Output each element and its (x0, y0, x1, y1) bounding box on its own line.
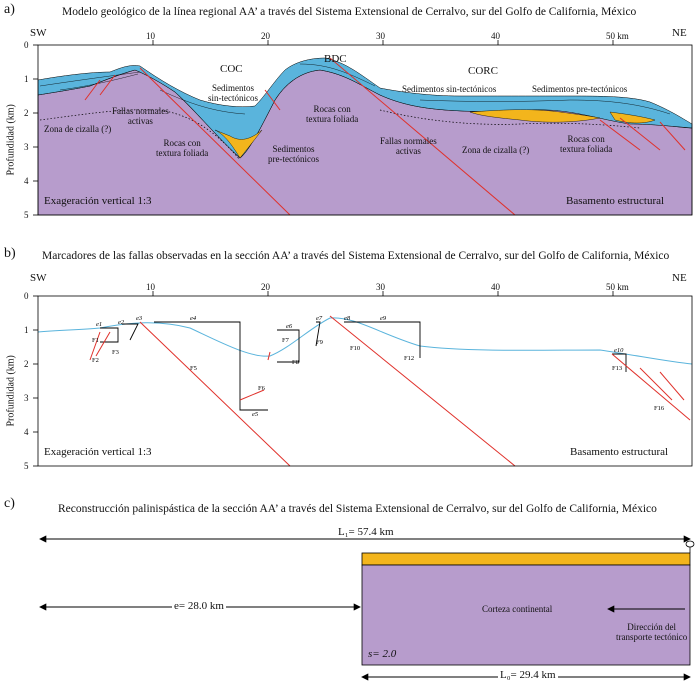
panel-b-ne: NE (672, 272, 687, 284)
panel-b-xtick-40: 40 (491, 282, 500, 292)
panel-b-xtick-20: 20 (261, 282, 270, 292)
panel-a-section (33, 40, 693, 216)
sediment-yellow-a3 (609, 111, 656, 124)
fault-F6: F6 (258, 385, 266, 392)
label-zona-a: Zona de cizalla (?) (44, 124, 112, 134)
marker-e8: e8 (344, 315, 351, 322)
sediment-yellow-a1 (214, 129, 263, 159)
panel-b-section: e1 e2 e3 e4 e5 e6 e7 e8 e9 e10 F1 F2 F3 … (33, 291, 693, 467)
marker-e10: e10 (614, 347, 624, 354)
label-coc: COC (220, 63, 243, 75)
label-exag-a: Exageración vertical 1:3 (44, 195, 152, 207)
fault-F3: F3 (112, 349, 119, 356)
label-zona-right: Zona de cizalla (?) (462, 145, 530, 155)
panel-a-letter: a) (4, 2, 15, 17)
label-sed-sin-a: Sedimentos sin-tectónicos (208, 83, 258, 103)
label-rocas-a2: Rocas con textura foliada (306, 104, 359, 124)
label-exag-b: Exageración vertical 1:3 (44, 446, 152, 458)
panel-c-letter: c) (4, 496, 15, 511)
panel-b-ytick-2: 2 (24, 359, 29, 369)
fault-F7: F7 (282, 337, 290, 344)
panel-a-ytick-3: 3 (24, 142, 29, 152)
panel-a-ytick-1: 1 (24, 74, 29, 84)
label-corteza: Corteza continental (482, 604, 553, 614)
panel-a-ytick-5: 5 (24, 210, 29, 220)
panel-b-ytick-5: 5 (24, 461, 29, 471)
label-fallas-a: Fallas normales activas (112, 106, 169, 126)
label-l0: L₀= 29.4 km (498, 669, 558, 681)
panel-a-xtick-20: 20 (261, 31, 270, 41)
marker-e9: e9 (380, 315, 387, 322)
label-bdc: BDC (324, 53, 347, 65)
label-s: s= 2.0 (368, 648, 397, 660)
panel-a-xtick-10: 10 (146, 31, 155, 41)
fault-F1: F1 (92, 337, 99, 344)
marker-e5: e5 (252, 411, 259, 418)
panel-a-ytick-2: 2 (24, 108, 29, 118)
pre-tectonic-layer (361, 552, 691, 566)
panel-b-ylabel: Profundidad (km) (5, 355, 17, 427)
panel-b-ytick-1: 1 (24, 325, 29, 335)
marker-e3: e3 (136, 315, 143, 322)
panel-a-xtick-50: 50 km (606, 31, 629, 41)
panel-a-xtick-40: 40 (491, 31, 500, 41)
fault-F2: F2 (92, 357, 99, 364)
fault-F13: F13 (612, 365, 622, 372)
panel-a-ytick-4: 4 (24, 176, 29, 186)
label-sed-pre-a: Sedimentos pre-tectónicos (268, 144, 319, 164)
panel-b-xtick-30: 30 (376, 282, 385, 292)
marker-e7: e7 (316, 315, 323, 322)
sediment-yellow-a2 (469, 109, 601, 123)
label-l1: L₁= 57.4 km (336, 526, 396, 538)
fault-F8: F8 (292, 359, 299, 366)
panel-a-ne: NE (672, 27, 687, 39)
panel-c-title: Reconstrucción palinispástica de la secc… (58, 503, 657, 515)
fault-F9: F9 (316, 339, 323, 346)
panel-b-ytick-0: 0 (24, 291, 29, 301)
panel-b-xtick-50: 50 km (606, 282, 629, 292)
label-sed-sin-right: Sedimentos sin-tectónicos (402, 84, 497, 94)
panel-c-diagram (39, 535, 695, 681)
marker-e6: e6 (286, 323, 293, 330)
fault-F16: F16 (654, 405, 665, 412)
panel-a-ylabel: Profundidad (km) (5, 104, 17, 176)
label-rocas-a1: Rocas con textura foliada (156, 138, 209, 158)
label-corc: CORC (468, 65, 498, 77)
panel-a-sw: SW (30, 27, 47, 39)
fault-F10: F10 (350, 345, 360, 352)
label-e: e= 28.0 km (172, 600, 226, 612)
fault-F5: F5 (190, 365, 197, 372)
label-sed-pre-right: Sedimentos pre-tectónicos (532, 84, 628, 94)
label-basamento-a: Basamento estructural (566, 195, 665, 207)
label-fallas-right: Fallas normales activas (380, 136, 437, 156)
panel-b-xtick-10: 10 (146, 282, 155, 292)
panel-b-ytick-4: 4 (24, 427, 29, 437)
pin-icon (685, 540, 695, 548)
label-rocas-a3: Rocas con textura foliada (560, 134, 613, 154)
panel-a-xtick-30: 30 (376, 31, 385, 41)
panel-b-letter: b) (4, 246, 16, 261)
marker-e2: e2 (118, 319, 125, 326)
fault-F12: F12 (404, 355, 414, 362)
continental-crust-block (361, 564, 691, 666)
label-direccion: Dirección del transporte tectónico (616, 622, 688, 642)
marker-e4: e4 (190, 315, 197, 322)
panel-b-sw: SW (30, 272, 47, 284)
marker-e1: e1 (96, 321, 102, 328)
panel-b-title: Marcadores de las fallas observadas en l… (42, 250, 670, 262)
label-basamento-b: Basamento estructural (570, 446, 669, 458)
panel-a-title: Modelo geológico de la línea regional AA… (62, 6, 637, 18)
panel-a-ytick-0: 0 (24, 40, 29, 50)
panel-b-ytick-3: 3 (24, 393, 29, 403)
